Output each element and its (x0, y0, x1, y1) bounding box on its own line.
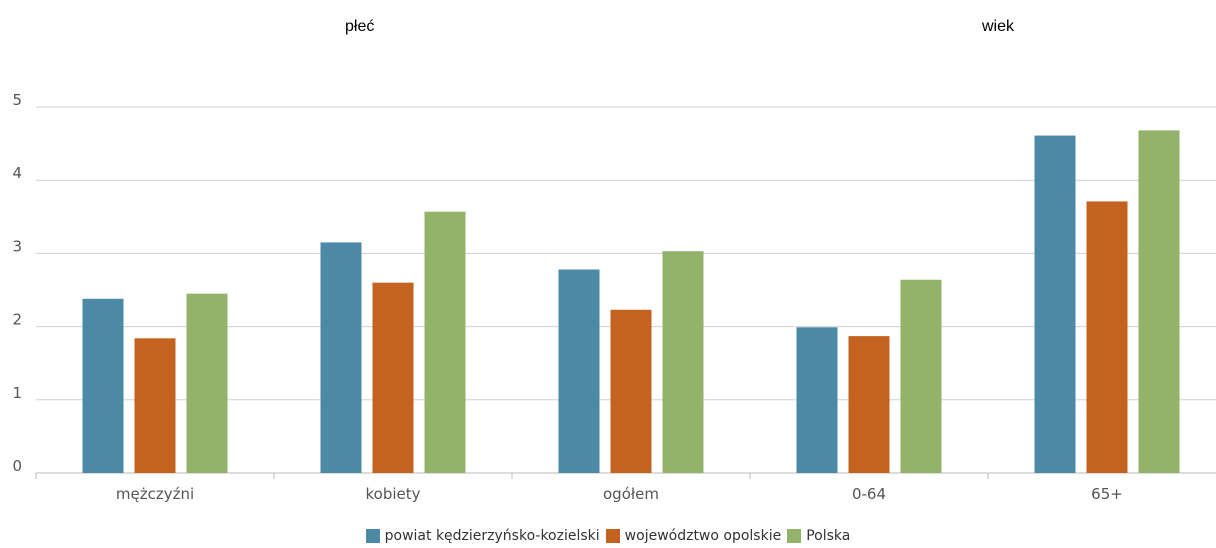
legend-label: powiat kędzierzyńsko-kozielski (384, 528, 600, 544)
x-category-label: ogółem (603, 485, 659, 503)
bar (610, 309, 652, 473)
y-tick-label: 1 (12, 384, 22, 402)
bar (1034, 135, 1076, 473)
bar (186, 293, 228, 473)
y-tick-label: 4 (12, 164, 22, 182)
y-tick-label: 0 (12, 457, 22, 475)
bar (558, 269, 600, 473)
group-header-plec: płeć (345, 18, 375, 35)
y-tick-label: 3 (12, 237, 22, 255)
legend-swatch (605, 529, 620, 543)
bar (372, 282, 414, 473)
bar (796, 327, 838, 473)
bar (134, 338, 176, 473)
bar (1138, 130, 1180, 473)
bar (662, 251, 704, 473)
bar (900, 279, 942, 473)
chart-legend: powiat kędzierzyńsko-kozielski województw… (0, 528, 1216, 544)
bar (82, 298, 124, 473)
x-category-label: 0-64 (852, 485, 886, 503)
bar (320, 242, 362, 473)
legend-swatch (787, 529, 802, 543)
bar (848, 336, 890, 473)
legend-item[interactable]: powiat kędzierzyńsko-kozielski (365, 528, 600, 544)
y-tick-label: 2 (12, 311, 22, 329)
legend-label: Polska (806, 528, 851, 544)
bar (1086, 201, 1128, 474)
x-category-label: 65+ (1091, 485, 1123, 503)
x-category-label: kobiety (365, 485, 420, 503)
legend-item[interactable]: województwo opolskie (605, 528, 782, 544)
bar (424, 211, 466, 473)
legend-swatch (365, 529, 380, 543)
bar-chart: 0 1 2 3 4 5 mężczyźni kobiety ogółem 0-64 65+ (12, 91, 1216, 503)
legend-item[interactable]: Polska (787, 528, 850, 544)
y-tick-label: 5 (12, 91, 22, 109)
x-category-label: mężczyźni (116, 485, 194, 503)
legend-label: województwo opolskie (624, 528, 782, 544)
group-header-wiek: wiek (982, 18, 1015, 35)
